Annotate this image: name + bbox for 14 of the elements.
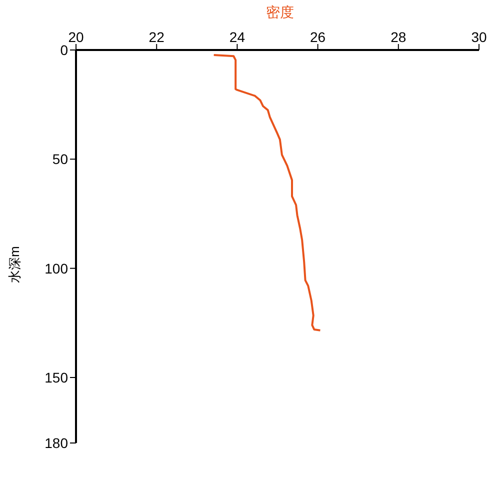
x-axis-title: 密度 (265, 4, 295, 22)
x-tick-label: 30 (471, 29, 487, 45)
x-tick-label: 22 (148, 29, 165, 45)
y-tick-label: 0 (60, 42, 68, 58)
y-tick-label: 50 (52, 151, 68, 168)
x-tick-label: 20 (68, 29, 84, 45)
x-tick-label: 28 (390, 29, 406, 45)
y-tick-label: 100 (44, 260, 68, 276)
x-tick-label: 26 (310, 29, 326, 45)
y-axis-title: 水深m (6, 246, 23, 283)
y-tick-label: 180 (44, 434, 68, 451)
line-series (212, 54, 322, 332)
x-tick-label: 24 (229, 29, 246, 45)
y-tick-label: 150 (44, 369, 68, 386)
